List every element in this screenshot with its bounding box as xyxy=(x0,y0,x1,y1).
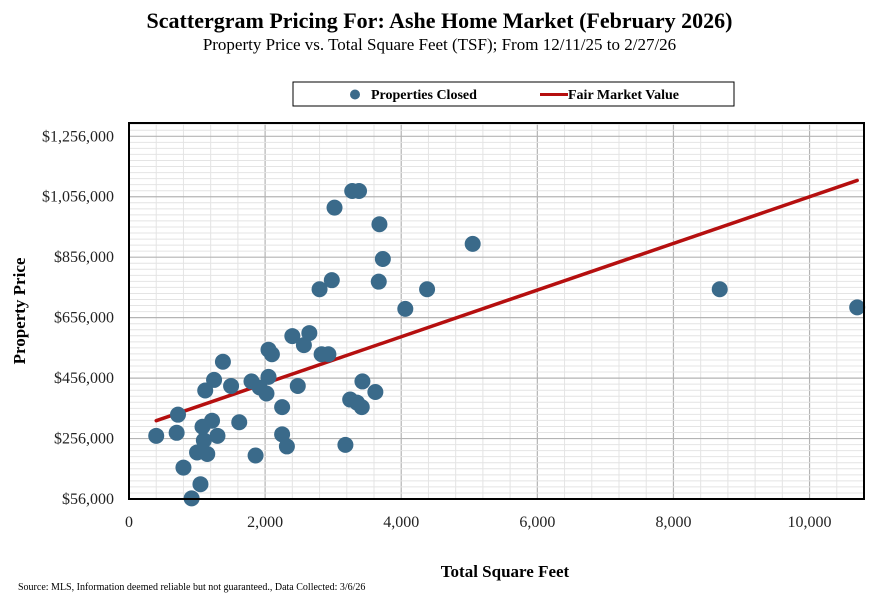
data-point xyxy=(353,399,370,416)
chart-title: Scattergram Pricing For: Ashe Home Marke… xyxy=(146,8,733,33)
data-point xyxy=(326,199,343,216)
data-point xyxy=(197,382,214,399)
y-tick-label: $856,000 xyxy=(54,249,114,266)
data-point xyxy=(397,300,414,317)
x-tick-label: 2,000 xyxy=(247,514,283,531)
data-point xyxy=(419,281,436,298)
data-point xyxy=(175,459,192,476)
y-tick-label: $1,256,000 xyxy=(42,128,114,145)
data-point xyxy=(274,399,291,416)
y-tick-label: $256,000 xyxy=(54,431,114,448)
data-point xyxy=(301,325,318,342)
y-tick-label: $1,056,000 xyxy=(42,189,114,206)
data-point xyxy=(289,377,306,394)
x-tick-label: 10,000 xyxy=(788,514,832,531)
properties-closed-points xyxy=(148,183,866,507)
legend-label-fair-market-value: Fair Market Value xyxy=(568,88,679,103)
data-point xyxy=(354,373,371,390)
data-point xyxy=(464,235,481,252)
data-point xyxy=(204,412,221,429)
y-axis-ticks: $56,000 $256,000 $456,000 $656,000 $856,000 $… xyxy=(42,128,114,508)
y-tick-label: $56,000 xyxy=(62,491,114,508)
chart-subtitle: Property Price vs. Total Square Feet (TS… xyxy=(202,35,677,54)
data-point xyxy=(192,476,209,493)
x-tick-label: 6,000 xyxy=(519,514,555,531)
source-note: Source: MLS, Information deemed reliable… xyxy=(18,582,366,593)
data-point xyxy=(260,368,277,385)
y-tick-label: $656,000 xyxy=(54,310,114,327)
data-point xyxy=(223,377,240,394)
data-point xyxy=(214,353,231,370)
data-point xyxy=(206,371,223,388)
x-tick-label: 8,000 xyxy=(655,514,691,531)
y-axis-title: Property Price xyxy=(10,257,29,364)
legend-label-properties-closed: Properties Closed xyxy=(371,88,477,103)
plot-area-frame xyxy=(128,122,865,500)
data-point xyxy=(374,251,391,268)
data-point xyxy=(247,447,264,464)
data-point xyxy=(148,427,165,444)
data-point xyxy=(168,424,185,441)
data-point xyxy=(320,346,337,363)
data-point xyxy=(351,183,368,200)
legend-box xyxy=(292,81,735,107)
data-point xyxy=(849,299,866,316)
data-point xyxy=(337,436,354,453)
data-point xyxy=(311,281,328,298)
data-point xyxy=(278,438,295,455)
data-point xyxy=(231,414,248,431)
legend-marker-properties-closed xyxy=(350,89,360,100)
data-point xyxy=(323,272,340,289)
x-tick-label: 0 xyxy=(125,514,133,531)
data-point xyxy=(284,328,301,345)
data-point xyxy=(209,427,226,444)
y-tick-label: $456,000 xyxy=(54,370,114,387)
data-point xyxy=(199,445,216,462)
x-axis-ticks: 0 2,000 4,000 6,000 8,000 10,000 xyxy=(125,514,832,531)
data-point xyxy=(367,384,384,401)
data-point xyxy=(258,385,275,402)
data-point xyxy=(170,406,186,423)
data-point xyxy=(711,281,728,298)
data-point xyxy=(370,273,387,290)
data-point xyxy=(295,337,312,354)
data-point xyxy=(263,346,280,363)
x-axis-title: Total Square Feet xyxy=(441,562,570,581)
data-point xyxy=(371,216,388,233)
data-point xyxy=(274,426,291,443)
x-tick-label: 4,000 xyxy=(383,514,419,531)
data-point xyxy=(195,432,212,449)
chart-legend: Properties Closed Fair Market Value xyxy=(292,81,735,107)
grid xyxy=(128,123,865,500)
